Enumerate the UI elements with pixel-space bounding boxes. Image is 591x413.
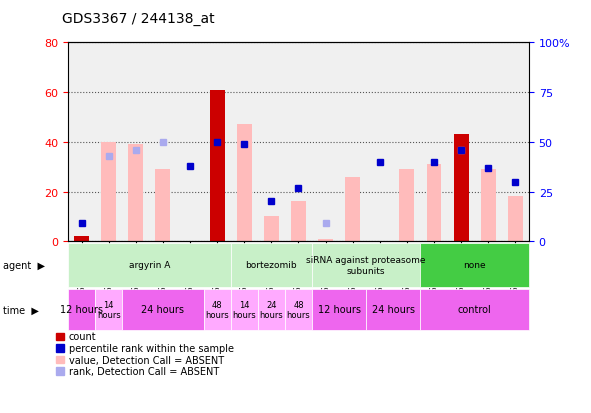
Text: control: control	[458, 305, 492, 315]
Text: 14
hours: 14 hours	[97, 300, 121, 319]
Text: 14
hours: 14 hours	[232, 300, 256, 319]
Text: 12 hours: 12 hours	[60, 305, 103, 315]
Bar	[345, 177, 360, 242]
Text: 48
hours: 48 hours	[205, 300, 229, 319]
Text: bortezomib: bortezomib	[245, 261, 297, 270]
Text: siRNA against proteasome
subunits: siRNA against proteasome subunits	[307, 256, 426, 275]
Bar	[237, 125, 252, 242]
Text: 24 hours: 24 hours	[372, 305, 415, 315]
Text: 24
hours: 24 hours	[259, 300, 283, 319]
Bar	[155, 170, 170, 242]
Bar	[74, 237, 89, 242]
Text: 12 hours: 12 hours	[317, 305, 361, 315]
Bar	[318, 239, 333, 242]
Text: value, Detection Call = ABSENT: value, Detection Call = ABSENT	[69, 355, 223, 365]
Text: 48
hours: 48 hours	[287, 300, 310, 319]
Bar	[101, 142, 116, 242]
Text: rank, Detection Call = ABSENT: rank, Detection Call = ABSENT	[69, 366, 219, 376]
Text: 24 hours: 24 hours	[141, 305, 184, 315]
Text: argyrin A: argyrin A	[129, 261, 170, 270]
Bar	[210, 90, 225, 242]
Bar	[481, 170, 496, 242]
Bar	[508, 197, 523, 242]
Bar	[128, 145, 143, 242]
Bar	[427, 165, 441, 242]
Text: agent  ▶: agent ▶	[3, 260, 45, 271]
Text: time  ▶: time ▶	[3, 305, 39, 315]
Text: count: count	[69, 332, 96, 342]
Text: none: none	[463, 261, 486, 270]
Bar	[291, 202, 306, 242]
Text: percentile rank within the sample: percentile rank within the sample	[69, 343, 233, 353]
Bar	[454, 135, 469, 242]
Bar	[264, 217, 279, 242]
Text: GDS3367 / 244138_at: GDS3367 / 244138_at	[62, 12, 215, 26]
Bar	[400, 170, 414, 242]
